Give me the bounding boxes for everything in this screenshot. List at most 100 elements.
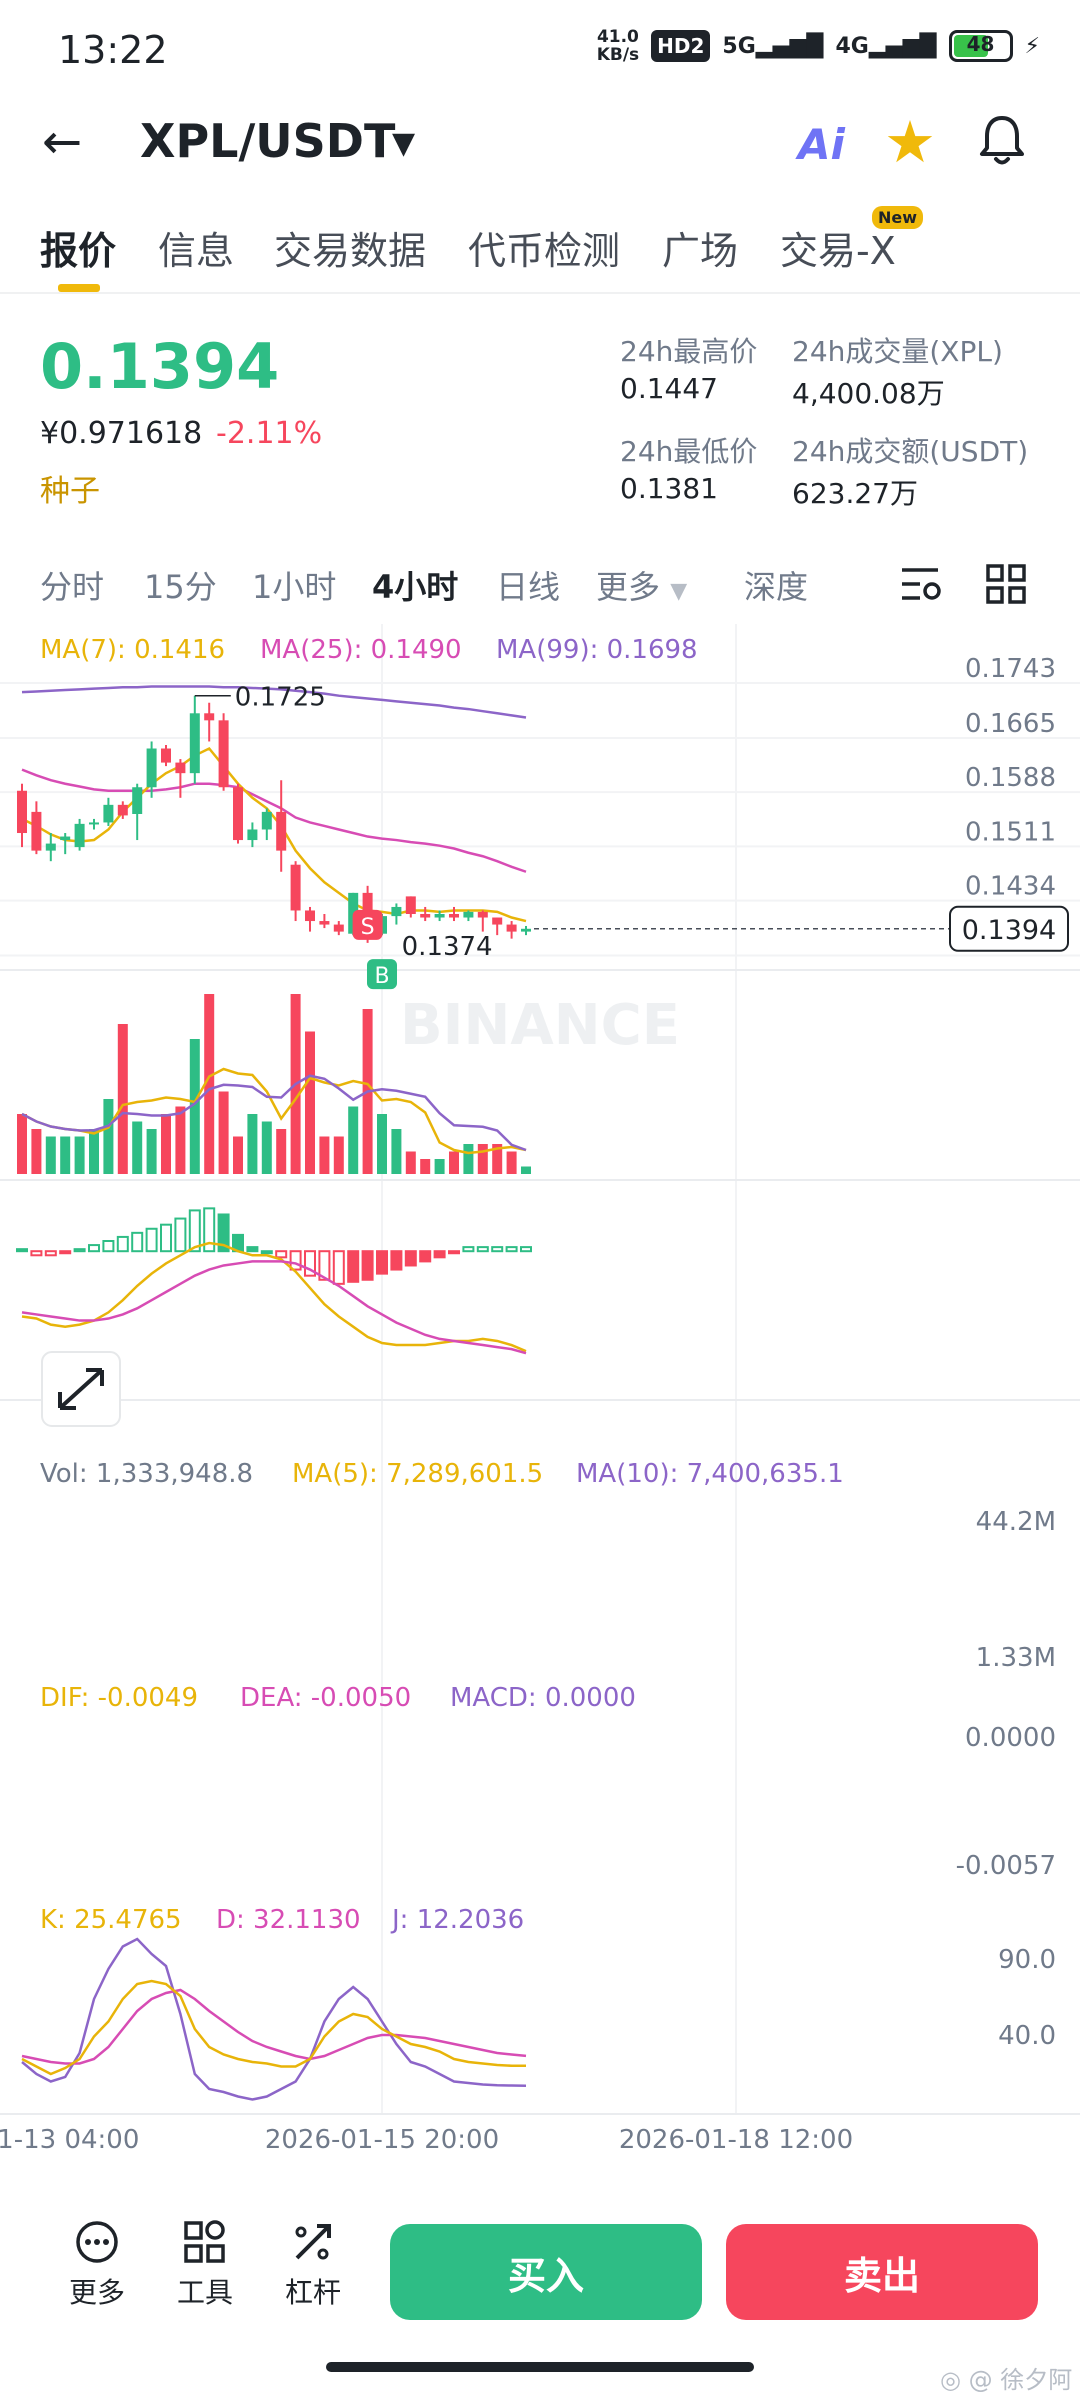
sell-button[interactable]: 卖出 <box>726 2224 1038 2320</box>
interval-time[interactable]: 分时 <box>40 568 105 606</box>
volume-bar <box>333 1136 344 1174</box>
candle-body <box>290 864 301 911</box>
ma7-line <box>21 746 527 923</box>
header: ← XPL/USDT ▼ Ai ★ <box>0 96 1080 196</box>
volume-bar <box>189 1039 200 1174</box>
candlestick-chart[interactable]: BINANCE 0.1743 0.1665 0.1588 0.1511 0.1434 0.… <box>0 624 1080 2164</box>
candle <box>204 702 215 742</box>
tools-label: 工具 <box>176 2276 233 2309</box>
candle-body <box>233 787 243 841</box>
tabs-divider <box>0 292 1080 294</box>
macd-bar <box>448 1250 460 1255</box>
candle <box>305 906 315 932</box>
chevron-down-icon: ▼ <box>670 579 688 604</box>
ai-icon[interactable]: Ai <box>798 120 845 169</box>
indicator-settings-icon[interactable] <box>900 564 944 604</box>
candle <box>333 921 344 936</box>
vol-label: Vol: 1,333,948.8 <box>40 1459 253 1489</box>
candle-body <box>60 836 71 841</box>
macd-bar <box>102 1240 115 1253</box>
interval-more[interactable]: 更多 ▼ <box>596 562 687 608</box>
price-tick: 0.1743 <box>965 654 1056 684</box>
candle-body <box>319 921 330 925</box>
home-indicator[interactable] <box>326 2362 754 2372</box>
grid-layout-icon[interactable] <box>986 564 1026 604</box>
volume-bar <box>204 994 215 1174</box>
pair-dropdown-icon[interactable]: ▼ <box>392 126 416 161</box>
volume-bar <box>305 1031 315 1174</box>
volume-bar <box>276 1129 287 1174</box>
macd-bar <box>59 1250 72 1255</box>
hd-icon: HD2 <box>651 30 711 62</box>
volume-bar <box>506 1151 517 1174</box>
dea-line <box>21 1260 527 1355</box>
more-label: 更多 <box>68 2276 125 2309</box>
candle <box>391 903 402 925</box>
macd-bar <box>160 1223 172 1253</box>
volume-bar <box>247 1114 258 1174</box>
bell-icon[interactable] <box>976 112 1028 168</box>
volume-bar <box>103 1099 114 1174</box>
candle <box>31 801 42 855</box>
price-tick: 0.1588 <box>965 763 1056 793</box>
candle <box>276 780 287 872</box>
candle <box>477 910 488 932</box>
volume-bar <box>161 1114 171 1174</box>
pair-title[interactable]: XPL/USDT <box>140 114 396 168</box>
candle <box>45 833 56 862</box>
buy-button[interactable]: 买入 <box>390 2224 702 2320</box>
tab-trade-x[interactable]: 交易-X <box>780 229 896 273</box>
back-arrow-icon[interactable]: ← <box>42 114 83 170</box>
tools-button[interactable]: 工具 <box>170 2220 240 2311</box>
tab-token-check[interactable]: 代币检测 <box>468 229 621 273</box>
tab-trade-data[interactable]: 交易数据 <box>274 229 427 273</box>
tab-square[interactable]: 广场 <box>662 229 739 273</box>
expand-chart-button[interactable] <box>41 1351 121 1427</box>
current-price-line: 0.1394 <box>534 905 1069 952</box>
macd-bar <box>188 1209 201 1253</box>
tab-info[interactable]: 信息 <box>158 229 235 273</box>
vol-tick-high: 44.2M <box>976 1507 1056 1537</box>
ma7-label: MA(7): 0.1416 <box>40 635 225 665</box>
candle <box>521 925 531 936</box>
amount-label: 24h成交额(USDT) <box>792 435 1029 468</box>
candle <box>434 910 445 922</box>
more-button[interactable]: 更多 <box>62 2220 132 2311</box>
leverage-button[interactable]: 杠杆 <box>278 2220 348 2311</box>
signal-4g-label: 4G <box>835 33 869 59</box>
candle <box>261 808 272 841</box>
interval-1h[interactable]: 1小时 <box>252 568 337 606</box>
macd-bar <box>116 1235 129 1253</box>
macd-bar <box>376 1250 388 1275</box>
buy-marker-label: B <box>374 964 389 989</box>
macd-bar <box>347 1250 360 1283</box>
seed-tag[interactable]: 种子 <box>40 474 100 509</box>
tab-quote[interactable]: 报价 <box>40 229 117 273</box>
interval-15m[interactable]: 15分 <box>144 568 217 606</box>
macd-bar <box>145 1227 158 1253</box>
candle <box>175 759 186 798</box>
interval-4h[interactable]: 4小时 <box>372 568 459 606</box>
volume-bar <box>463 1144 474 1174</box>
candle <box>492 917 503 936</box>
user-watermark-text: 徐夕阿 <box>1000 2366 1073 2394</box>
high-annotation: 0.1725 <box>235 683 326 713</box>
binance-watermark: BINANCE <box>400 993 680 1058</box>
last-price: 0.1394 <box>40 330 280 403</box>
ma99-line <box>21 685 527 719</box>
chart-grid <box>0 624 1080 2115</box>
interval-depth[interactable]: 深度 <box>744 568 809 606</box>
signal-5g-label: 5G <box>722 33 756 59</box>
macd-bar <box>88 1244 100 1253</box>
volume-bar <box>348 1106 359 1174</box>
interval-1d[interactable]: 日线 <box>496 568 561 606</box>
candles <box>17 695 531 943</box>
volume-bar <box>449 1151 459 1174</box>
candle <box>463 910 474 922</box>
favorite-star-icon[interactable]: ★ <box>884 108 936 176</box>
charging-icon: ⚡ <box>1024 33 1040 59</box>
macd-bar <box>433 1250 446 1259</box>
d-label: D: 32.1130 <box>216 1905 361 1935</box>
k-label: K: 25.4765 <box>40 1905 182 1935</box>
candle <box>233 783 243 844</box>
